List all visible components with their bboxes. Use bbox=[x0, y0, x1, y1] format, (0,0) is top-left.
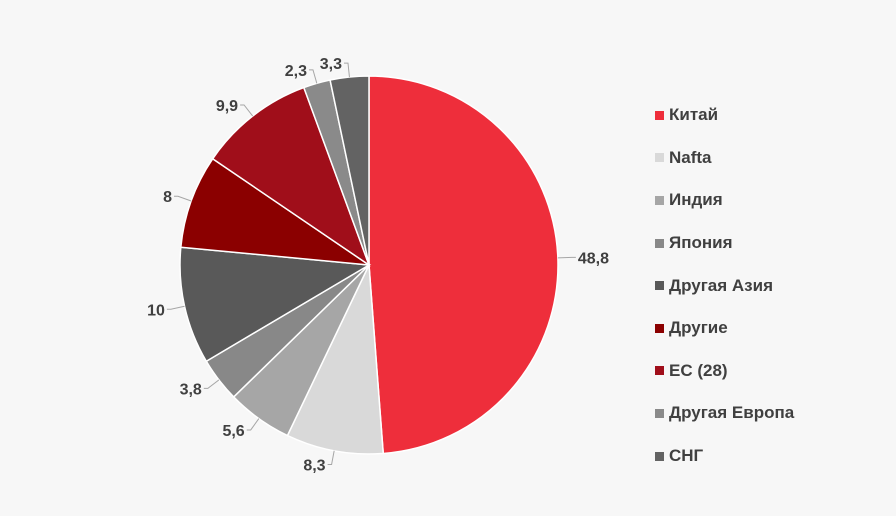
legend-label: Nafta bbox=[669, 147, 712, 167]
legend-item: ЕС (28) bbox=[655, 350, 794, 393]
data-label-5: 8 bbox=[163, 189, 172, 206]
legend-swatch bbox=[655, 238, 664, 248]
leader-line-0 bbox=[557, 256, 576, 259]
legend-item: Другая Европа bbox=[655, 392, 794, 435]
data-label-1: 8,3 bbox=[303, 458, 325, 475]
legend-item: Nafta bbox=[655, 137, 794, 180]
legend-swatch bbox=[655, 281, 664, 291]
leader-line-6 bbox=[240, 104, 254, 117]
legend-swatch bbox=[655, 366, 664, 376]
leader-line-4 bbox=[166, 305, 185, 310]
legend-label: Китай bbox=[669, 105, 719, 125]
data-label-6: 9,9 bbox=[216, 98, 238, 115]
leader-line-7 bbox=[308, 69, 318, 84]
leader-line-8 bbox=[343, 62, 350, 78]
data-label-0: 48,8 bbox=[578, 250, 609, 267]
legend-item: СНГ bbox=[655, 435, 794, 478]
legend-swatch bbox=[655, 195, 664, 205]
legend-swatch bbox=[655, 408, 664, 418]
legend-label: Другая Азия bbox=[669, 275, 774, 295]
legend-swatch bbox=[655, 323, 664, 333]
legend-label: Другие bbox=[669, 318, 728, 338]
legend-swatch bbox=[655, 153, 664, 163]
pie-slice-4 bbox=[179, 246, 372, 363]
legend-item: Китай bbox=[655, 94, 794, 137]
data-label-8: 3,3 bbox=[320, 56, 342, 73]
legend-item: Индия bbox=[655, 179, 794, 222]
data-label-2: 5,6 bbox=[222, 423, 244, 440]
data-label-3: 3,8 bbox=[180, 381, 202, 398]
pie-slice-0 bbox=[368, 75, 559, 455]
leader-line-3 bbox=[203, 379, 220, 389]
legend-label: Индия bbox=[669, 190, 723, 210]
legend-label: Япония bbox=[669, 233, 733, 253]
legend-swatch bbox=[655, 451, 664, 461]
pie-slice-1 bbox=[286, 262, 385, 455]
legend-item: Япония bbox=[655, 222, 794, 265]
leader-line-5 bbox=[174, 195, 192, 202]
data-label-7: 2,3 bbox=[285, 63, 307, 80]
legend: Китай Nafta Индия Япония Другая Азия Другие ЕС… bbox=[655, 94, 794, 477]
legend-item: Другие bbox=[655, 307, 794, 350]
legend-swatch bbox=[655, 110, 664, 120]
data-label-4: 10 bbox=[147, 302, 165, 319]
pie-slice-5 bbox=[180, 157, 370, 266]
legend-label: ЕС (28) bbox=[669, 360, 728, 380]
legend-item: Другая Азия bbox=[655, 264, 794, 307]
leader-line-1 bbox=[327, 450, 335, 466]
leader-line-2 bbox=[246, 418, 260, 431]
legend-label: СНГ bbox=[669, 446, 704, 466]
legend-label: Другая Европа bbox=[669, 403, 795, 423]
pie-slice-6 bbox=[211, 86, 371, 267]
